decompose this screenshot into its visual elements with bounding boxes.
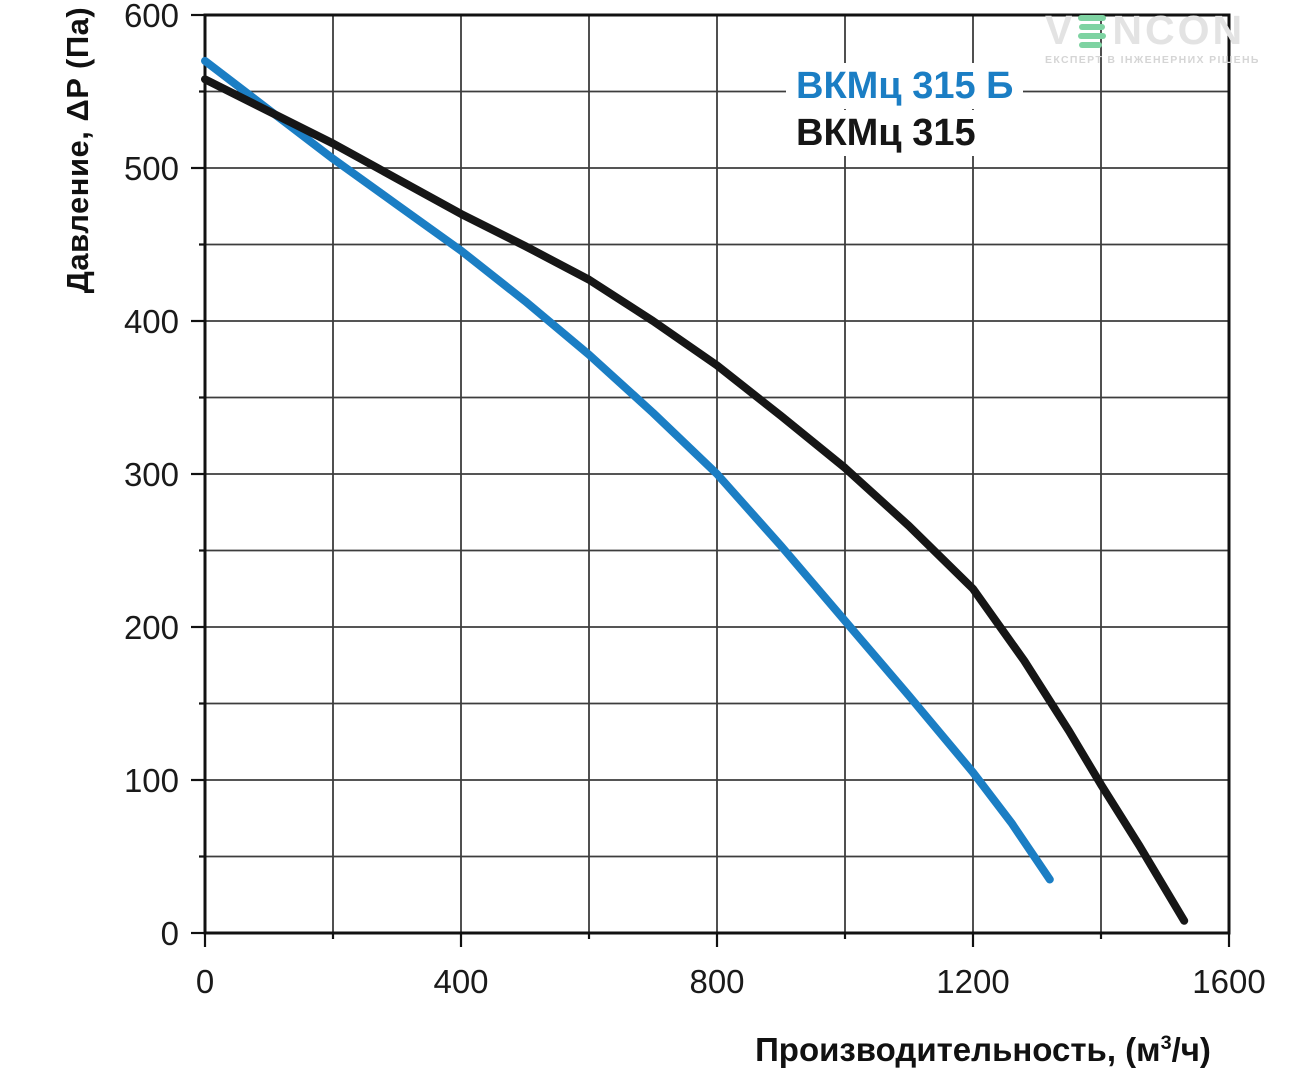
x-tick-label: 400 [433,963,488,1000]
y-axis-title: Давление, ΔP (Па) [60,6,95,294]
vencon-wordmark: V NCON [1045,10,1260,51]
y-tick-label: 400 [124,303,179,340]
vencon-green-e-icon [1078,14,1107,49]
plot-border [203,13,1231,935]
x-tick-label: 1200 [936,963,1009,1000]
y-tick-label: 500 [124,150,179,187]
y-tick-label: 600 [124,0,179,34]
x-axis-title-text: Производительность, (м [755,1031,1161,1068]
wordmark-ncon: NCON [1112,7,1246,53]
y-tick-label: 100 [124,762,179,799]
x-axis-title-units: /ч) [1171,1031,1211,1068]
y-tick-label: 0 [161,915,179,952]
logo-tagline: ЕКСПЕРТ В ІНЖЕНЕРНИХ РІШЕНЬ [1045,54,1260,66]
legend: ВКМц 315 Б ВКМц 315 [786,63,1024,157]
wordmark-v: V [1045,7,1076,53]
series-curve-1 [201,75,1189,925]
x-tick-label: 800 [689,963,744,1000]
x-axis-title-superscript: 3 [1160,1032,1172,1054]
legend-item-vkmc-315-b: ВКМц 315 Б [786,63,1024,110]
y-tick-label: 300 [124,456,179,493]
x-tick-label: 0 [196,963,214,1000]
vencon-logo: V NCON ЕКСПЕРТ В ІНЖЕНЕРНИХ РІШЕНЬ [1045,10,1260,67]
x-axis-title: Производительность, (м3/ч) [755,1031,1211,1069]
legend-item-vkmc-315: ВКМц 315 [786,110,986,157]
y-tick-label: 200 [124,609,179,646]
series-curve-0 [201,56,1054,884]
x-tick-label: 1600 [1192,963,1265,1000]
